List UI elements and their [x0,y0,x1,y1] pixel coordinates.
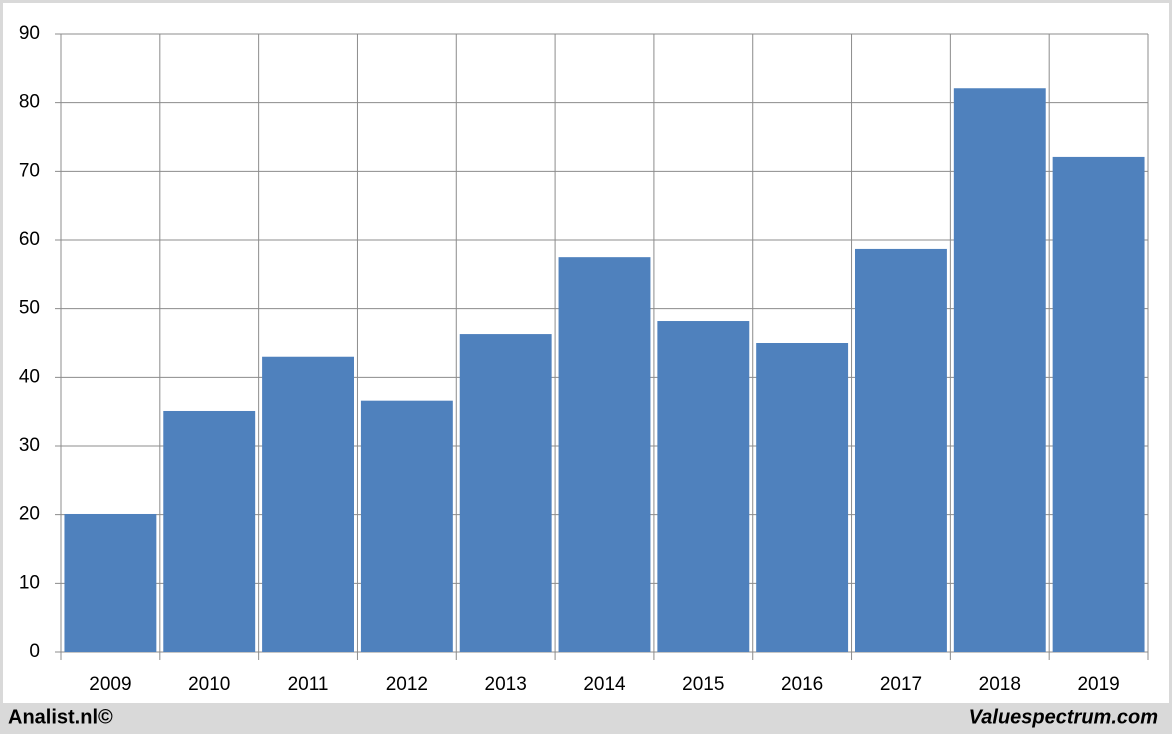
x-tick-label: 2011 [288,674,329,695]
x-tick-label: 2016 [781,674,823,695]
bar [855,248,947,652]
y-tick-label: 30 [19,435,40,456]
y-tick-label: 0 [29,641,40,662]
x-tick-label: 2015 [682,674,724,695]
bar [163,410,256,652]
bar [953,88,1046,653]
bar [657,321,750,652]
y-tick-label: 60 [19,229,40,250]
footer-right: Valuespectrum.com [969,706,1158,728]
y-tick-label: 90 [19,23,40,44]
bar [360,400,453,652]
y-tick-label: 50 [19,298,40,319]
x-tick-label: 2010 [188,674,230,695]
y-tick-label: 20 [19,504,40,525]
x-tick-label: 2012 [386,674,428,695]
y-tick-label: 40 [19,366,40,387]
y-tick-label: 70 [19,160,40,181]
footer-left: Analist.nl© [8,706,113,728]
bar [64,513,157,652]
bar [459,334,552,652]
x-tick-label: 2017 [880,674,922,695]
bar [1052,156,1145,652]
bar [756,343,849,652]
x-tick-label: 2014 [583,674,626,695]
bar [558,257,651,652]
x-tick-label: 2019 [1077,674,1119,695]
x-tick-label: 2009 [89,674,131,695]
x-tick-label: 2018 [979,674,1021,695]
x-tick-label: 2013 [485,674,527,695]
y-tick-label: 10 [19,572,40,593]
bar [262,356,354,652]
y-tick-label: 80 [19,92,40,113]
